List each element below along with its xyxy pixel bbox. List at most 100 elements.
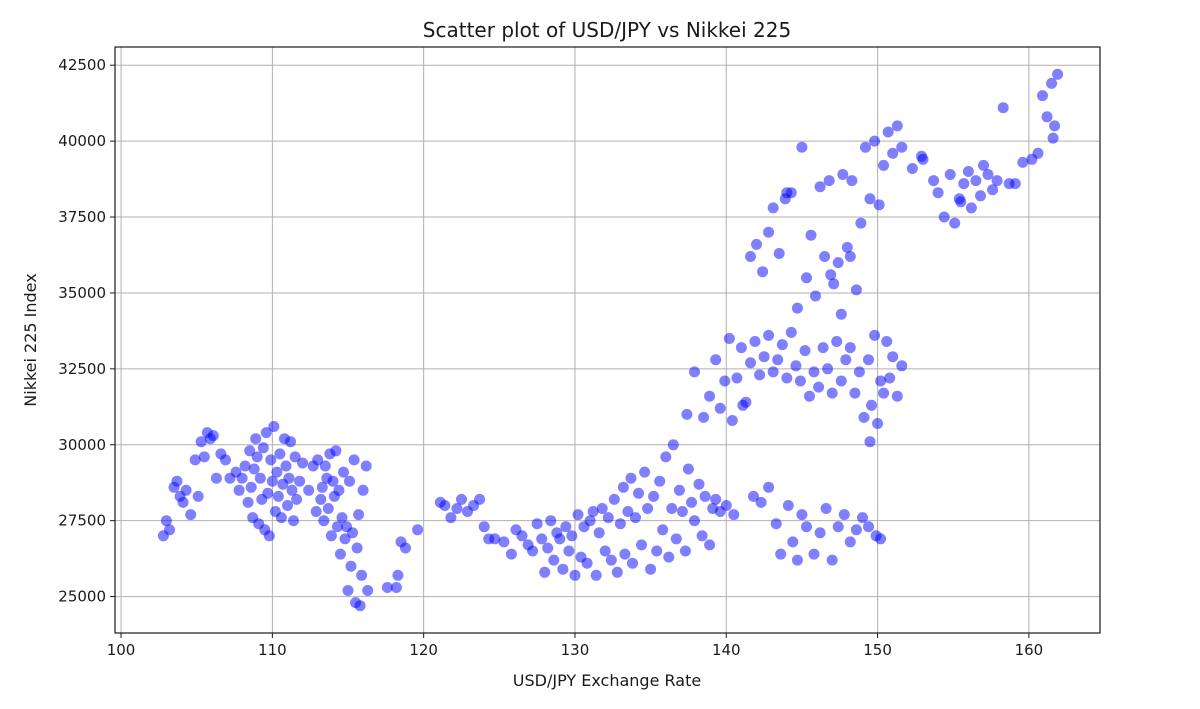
data-point	[844, 536, 856, 548]
data-point	[825, 269, 837, 281]
data-point	[719, 375, 731, 387]
data-point	[272, 490, 284, 502]
data-point	[160, 515, 172, 527]
data-point	[271, 466, 283, 478]
data-point	[932, 187, 944, 199]
data-point	[850, 284, 862, 296]
data-point	[887, 147, 899, 159]
data-point	[288, 515, 299, 527]
data-point	[266, 475, 278, 487]
data-point	[236, 472, 248, 484]
data-point	[245, 481, 257, 493]
data-point	[657, 524, 669, 536]
data-point	[342, 585, 354, 596]
data-point	[666, 503, 678, 514]
data-point	[445, 512, 457, 524]
data-point	[822, 363, 834, 375]
data-point	[345, 560, 357, 572]
data-point	[294, 475, 306, 487]
data-point	[331, 521, 343, 533]
data-point	[171, 475, 183, 487]
data-point	[451, 503, 463, 514]
data-point	[906, 163, 918, 174]
data-point	[840, 354, 852, 366]
data-point	[353, 509, 365, 521]
data-point	[362, 585, 374, 596]
data-point	[864, 193, 876, 205]
x-tick-label: 110	[258, 641, 287, 659]
x-tick-label: 150	[863, 641, 892, 659]
data-point	[857, 512, 868, 524]
data-point	[338, 466, 349, 478]
data-point	[265, 454, 277, 466]
data-point	[679, 545, 691, 557]
data-point	[274, 448, 286, 460]
data-point	[239, 460, 251, 472]
data-point	[928, 175, 940, 187]
data-point	[884, 372, 896, 384]
data-point	[970, 175, 982, 187]
data-point	[704, 390, 716, 402]
data-point	[875, 375, 887, 387]
data-point	[516, 530, 528, 542]
data-point	[489, 533, 501, 545]
data-point	[354, 600, 366, 612]
data-point	[796, 509, 808, 521]
data-point	[318, 515, 330, 527]
data-point	[560, 521, 572, 533]
data-point	[844, 251, 856, 262]
data-point	[195, 436, 207, 448]
data-point	[958, 178, 970, 190]
data-point	[357, 484, 369, 496]
data-point	[1047, 132, 1059, 144]
data-point	[596, 503, 608, 514]
data-point	[896, 141, 908, 153]
data-point	[614, 518, 626, 530]
data-point	[837, 169, 849, 180]
data-point	[723, 333, 735, 344]
data-point	[348, 454, 360, 466]
data-point	[826, 554, 838, 566]
data-point	[773, 248, 785, 259]
data-point	[745, 357, 756, 369]
data-point	[763, 226, 775, 238]
data-point	[474, 493, 486, 505]
data-point	[593, 527, 605, 539]
data-point	[982, 169, 994, 180]
data-point	[667, 439, 679, 451]
data-point	[844, 342, 856, 354]
data-point	[587, 506, 599, 517]
data-point	[975, 190, 986, 202]
data-point	[875, 533, 887, 545]
data-point	[1041, 111, 1053, 123]
data-point	[319, 460, 331, 472]
data-point	[207, 430, 219, 442]
data-point	[177, 496, 189, 508]
data-point	[835, 308, 847, 320]
data-point	[832, 521, 844, 533]
data-point	[242, 496, 254, 508]
data-point	[850, 524, 862, 536]
data-point	[805, 229, 817, 241]
data-point	[1017, 156, 1029, 168]
data-point	[192, 490, 204, 502]
data-point	[280, 460, 292, 472]
data-point	[608, 493, 620, 505]
data-point	[767, 366, 779, 378]
data-point	[633, 487, 644, 499]
data-point	[944, 169, 956, 180]
x-tick-label: 160	[1015, 641, 1044, 659]
data-point	[997, 102, 1009, 114]
data-point	[268, 421, 280, 432]
data-point	[745, 251, 756, 262]
data-point	[682, 463, 694, 475]
data-point	[1009, 178, 1021, 190]
data-point	[250, 433, 262, 445]
data-point	[1032, 147, 1044, 159]
data-point	[863, 354, 874, 366]
data-point	[849, 387, 861, 399]
data-point	[838, 509, 850, 521]
data-point	[737, 399, 749, 411]
data-point	[244, 445, 256, 457]
data-point	[339, 533, 351, 545]
